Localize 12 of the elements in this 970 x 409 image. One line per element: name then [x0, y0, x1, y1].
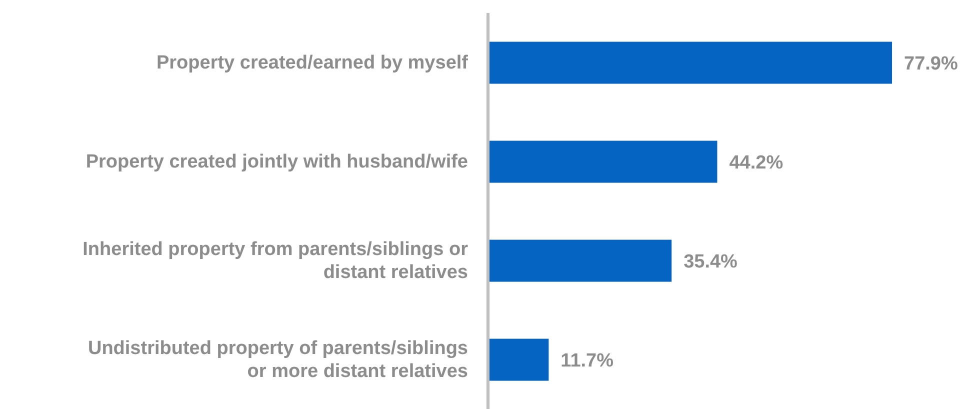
bar: [488, 338, 549, 381]
y-tick-label: Property created/earned by myself: [156, 52, 469, 73]
y-tick-label: Undistributed property of parents/siblings or more distant relatives: [88, 338, 468, 382]
y-tick-label: Property created jointly with husband/wife: [86, 151, 468, 172]
data-label: 35.4%: [684, 251, 738, 272]
data-label: 11.7%: [560, 350, 614, 372]
bar: [488, 240, 672, 282]
data-label: 44.2%: [729, 152, 784, 174]
bar: [488, 140, 718, 183]
bar: [488, 42, 892, 84]
data-label: 77.9%: [904, 53, 958, 74]
y-tick-label: Inherited property from parents/siblings or distant relatives: [82, 238, 469, 282]
